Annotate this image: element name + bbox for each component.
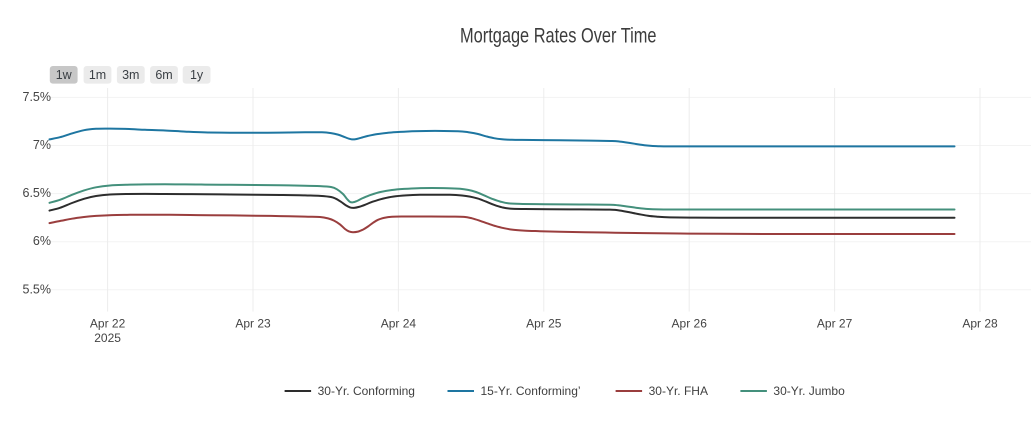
svg-text:Apr 25: Apr 25 bbox=[526, 316, 562, 330]
svg-text:7.5%: 7.5% bbox=[23, 90, 52, 104]
svg-text:6%: 6% bbox=[33, 234, 51, 248]
svg-text:2025: 2025 bbox=[94, 331, 121, 345]
svg-text:3m: 3m bbox=[122, 68, 139, 82]
svg-text:Apr 28: Apr 28 bbox=[962, 316, 998, 330]
svg-text:15-Yr. Conforming’: 15-Yr. Conforming’ bbox=[481, 384, 581, 398]
svg-text:1w: 1w bbox=[56, 68, 73, 82]
svg-text:Apr 23: Apr 23 bbox=[235, 316, 271, 330]
svg-text:1y: 1y bbox=[190, 68, 204, 82]
svg-text:5.5%: 5.5% bbox=[23, 282, 52, 296]
svg-text:30-Yr. Jumbo: 30-Yr. Jumbo bbox=[773, 384, 845, 398]
svg-text:6m: 6m bbox=[155, 68, 172, 82]
svg-text:Apr 26: Apr 26 bbox=[672, 316, 708, 330]
svg-text:6.5%: 6.5% bbox=[23, 186, 52, 200]
svg-text:30-Yr. Conforming: 30-Yr. Conforming bbox=[318, 384, 415, 398]
svg-text:7%: 7% bbox=[33, 138, 51, 152]
svg-text:Apr 22: Apr 22 bbox=[90, 316, 126, 330]
svg-text:Apr 27: Apr 27 bbox=[817, 316, 853, 330]
svg-text:Mortgage Rates Over Time: Mortgage Rates Over Time bbox=[460, 24, 657, 47]
svg-text:1m: 1m bbox=[89, 68, 106, 82]
svg-text:30-Yr. FHA: 30-Yr. FHA bbox=[649, 384, 708, 398]
svg-text:Apr 24: Apr 24 bbox=[381, 316, 417, 330]
